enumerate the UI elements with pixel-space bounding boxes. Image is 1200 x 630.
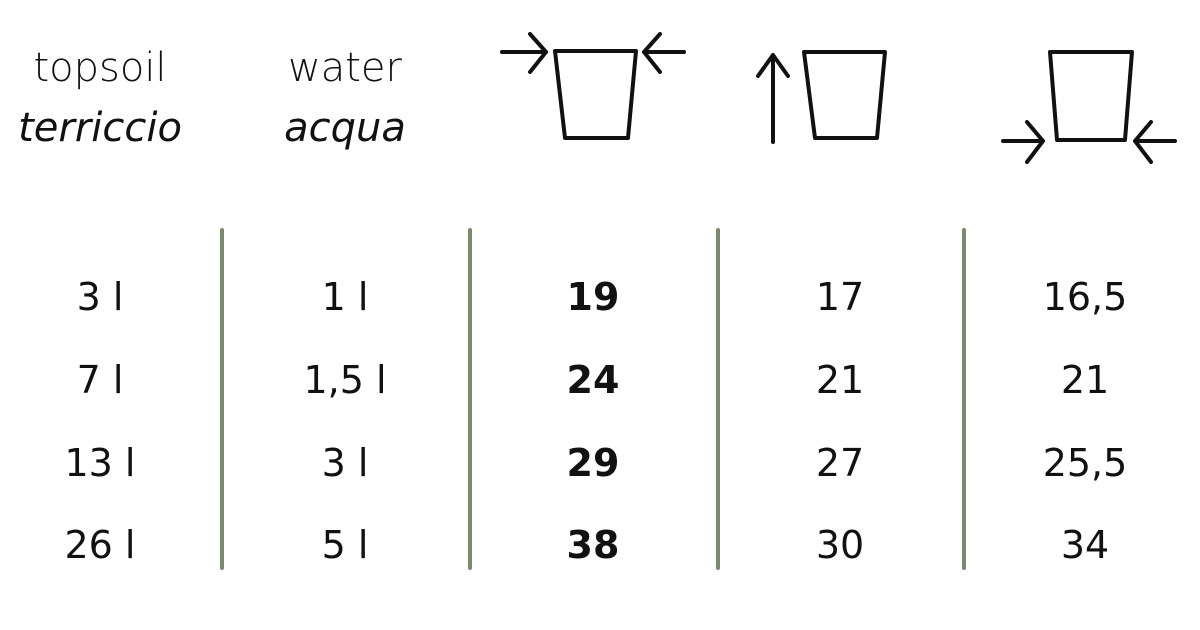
- table-cell: 1,5 l: [303, 358, 387, 402]
- table-cell: 17: [815, 275, 865, 319]
- column-divider: [220, 228, 224, 570]
- header-water: water acqua: [225, 38, 465, 158]
- column-divider: [962, 228, 966, 570]
- table-cell: 21: [815, 358, 865, 402]
- table-cell: 34: [1060, 523, 1110, 567]
- pot-height-icon: [756, 50, 887, 144]
- header-it: terriccio: [18, 105, 182, 151]
- table-cell: 27: [815, 441, 865, 485]
- pot-top-diameter-icon: [500, 32, 686, 140]
- pot-bottom-diameter-icon: [1001, 50, 1177, 164]
- column-divider: [716, 228, 720, 570]
- table-cell: 21: [1060, 358, 1110, 402]
- table-cell: 16,5: [1042, 275, 1128, 319]
- table-cell: 29: [566, 441, 620, 485]
- table-cell: 1 l: [321, 275, 369, 319]
- header-en: water: [288, 45, 402, 91]
- header-topsoil: topsoil terriccio: [0, 38, 220, 158]
- table-cell: 30: [815, 523, 865, 567]
- table-cell: 25,5: [1042, 441, 1128, 485]
- table-cell: 13 l: [64, 441, 136, 485]
- table-cell: 7 l: [76, 358, 124, 402]
- table-cell: 24: [566, 358, 620, 402]
- table-cell: 19: [566, 275, 620, 319]
- table-cell: 3 l: [76, 275, 124, 319]
- column-divider: [468, 228, 472, 570]
- header-en: topsoil: [33, 45, 167, 91]
- table-cell: 3 l: [321, 441, 369, 485]
- table-cell: 26 l: [64, 523, 136, 567]
- header-it: acqua: [284, 105, 406, 151]
- table-cell: 5 l: [321, 523, 369, 567]
- table-cell: 38: [566, 523, 620, 567]
